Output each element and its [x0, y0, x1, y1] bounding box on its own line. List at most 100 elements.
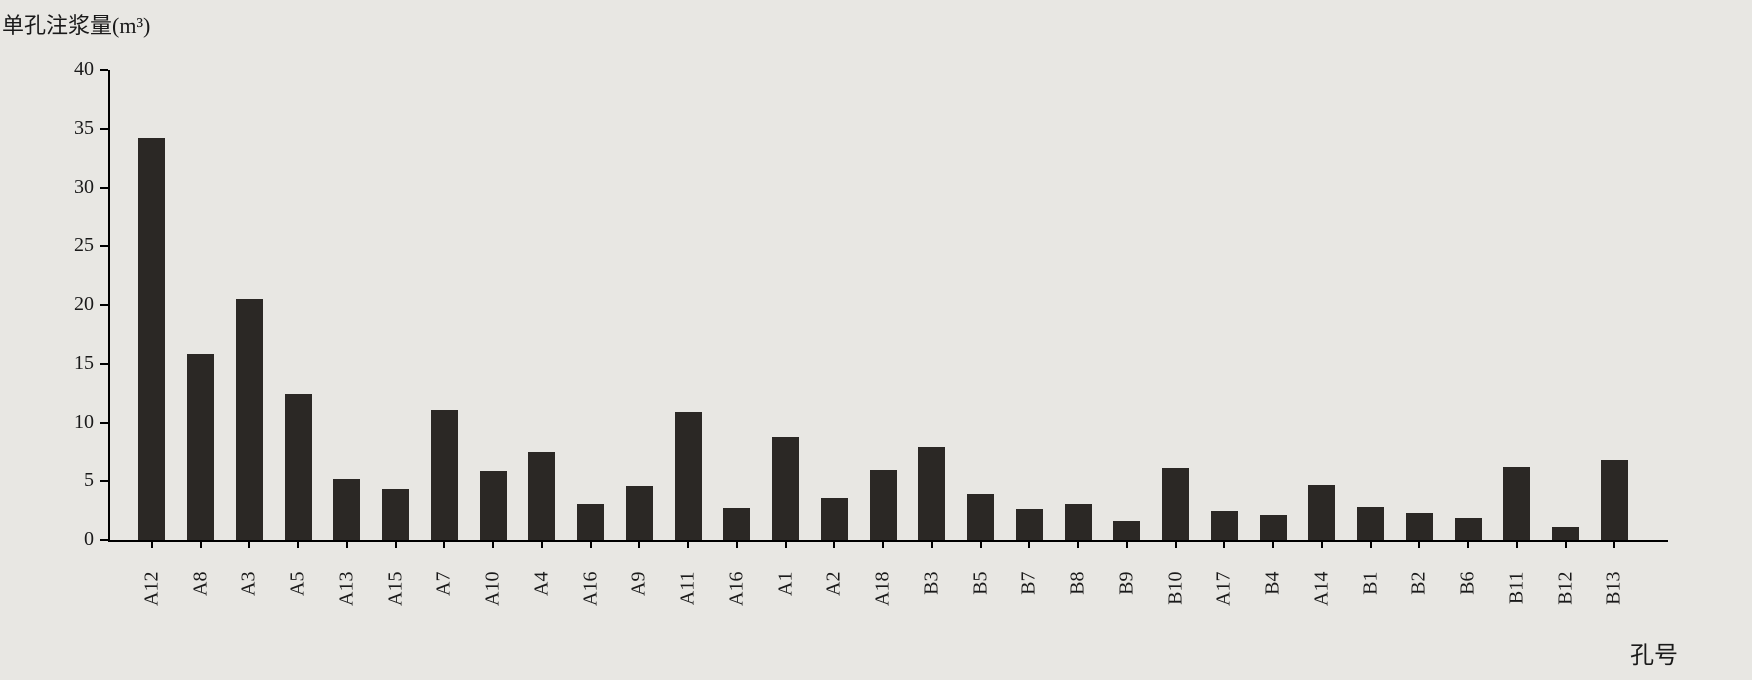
x-tick-label: B6 [1457, 572, 1480, 632]
x-tick [785, 540, 787, 548]
x-tick-label: A5 [287, 572, 310, 632]
x-tick [1272, 540, 1274, 548]
x-tick-label: A13 [335, 572, 358, 632]
y-tick-label: 5 [54, 469, 94, 492]
bar [382, 489, 409, 540]
x-tick-label: A14 [1310, 572, 1333, 632]
x-tick-label: A7 [433, 572, 456, 632]
bar [675, 412, 702, 540]
bar [1455, 518, 1482, 540]
x-tick [1175, 540, 1177, 548]
bar [480, 471, 507, 540]
x-tick-label: A17 [1213, 572, 1236, 632]
x-tick [443, 540, 445, 548]
y-tick-label: 10 [54, 411, 94, 434]
x-tick [541, 540, 543, 548]
x-tick [1516, 540, 1518, 548]
x-tick [1613, 540, 1615, 548]
x-tick [1223, 540, 1225, 548]
x-tick [1126, 540, 1128, 548]
bar [870, 470, 897, 541]
bar [333, 479, 360, 540]
bar [1357, 507, 1384, 540]
x-tick [248, 540, 250, 548]
y-axis-title: 单孔注浆量(m³) [2, 8, 150, 40]
bar [1113, 521, 1140, 540]
y-tick [100, 480, 108, 482]
bar [1065, 504, 1092, 540]
x-tick-label: B4 [1262, 572, 1285, 632]
y-tick [100, 304, 108, 306]
x-tick-label: A16 [725, 572, 748, 632]
x-tick-label: A2 [823, 572, 846, 632]
x-tick-label: A15 [384, 572, 407, 632]
bar [821, 498, 848, 540]
x-tick [687, 540, 689, 548]
x-tick-label: A3 [238, 572, 261, 632]
x-tick [1467, 540, 1469, 548]
chart-page: 单孔注浆量(m³)孔号0510152025303540A12A8A3A5A13A… [0, 0, 1752, 680]
x-tick-label: B12 [1554, 572, 1577, 632]
x-tick-label: B5 [969, 572, 992, 632]
bar [187, 354, 214, 540]
y-tick-label: 40 [54, 58, 94, 81]
x-tick-label: B11 [1505, 572, 1528, 632]
x-tick [200, 540, 202, 548]
bar [918, 447, 945, 540]
y-tick [100, 245, 108, 247]
x-tick-label: B9 [1115, 572, 1138, 632]
x-tick-label: A16 [579, 572, 602, 632]
x-tick-label: A18 [872, 572, 895, 632]
y-axis-line [108, 70, 110, 540]
x-tick [1565, 540, 1567, 548]
x-tick [1370, 540, 1372, 548]
bar [1601, 460, 1628, 540]
bar [1503, 467, 1530, 540]
bar [1308, 485, 1335, 540]
bar [1406, 513, 1433, 540]
x-tick [1418, 540, 1420, 548]
y-tick [100, 69, 108, 71]
bar [967, 494, 994, 540]
y-tick-label: 35 [54, 117, 94, 140]
x-tick [297, 540, 299, 548]
y-tick [100, 539, 108, 541]
x-tick [492, 540, 494, 548]
x-tick [882, 540, 884, 548]
x-tick-label: B2 [1408, 572, 1431, 632]
bar [1211, 511, 1238, 540]
bar [236, 299, 263, 540]
y-tick [100, 422, 108, 424]
y-tick [100, 128, 108, 130]
bar [626, 486, 653, 540]
bar [528, 452, 555, 540]
y-tick-label: 0 [54, 528, 94, 551]
bar [723, 508, 750, 540]
x-tick-label: B7 [1018, 572, 1041, 632]
y-tick-label: 25 [54, 234, 94, 257]
x-tick-label: B1 [1359, 572, 1382, 632]
x-tick [931, 540, 933, 548]
bar [772, 437, 799, 540]
x-tick-label: A8 [189, 572, 212, 632]
x-axis-title: 孔号 [1630, 635, 1678, 670]
x-tick-label: B10 [1164, 572, 1187, 632]
x-tick [1077, 540, 1079, 548]
x-tick-label: A1 [774, 572, 797, 632]
x-tick-label: A12 [140, 572, 163, 632]
bar [431, 410, 458, 540]
bar [1260, 515, 1287, 540]
x-tick-label: B3 [920, 572, 943, 632]
bar [1162, 468, 1189, 540]
x-tick [346, 540, 348, 548]
x-tick-label: A10 [482, 572, 505, 632]
x-axis-line [108, 540, 1668, 542]
x-tick [395, 540, 397, 548]
x-tick [980, 540, 982, 548]
x-tick [151, 540, 153, 548]
x-tick [638, 540, 640, 548]
y-tick-label: 15 [54, 352, 94, 375]
x-tick-label: A4 [530, 572, 553, 632]
bar [577, 504, 604, 540]
x-tick [1321, 540, 1323, 548]
